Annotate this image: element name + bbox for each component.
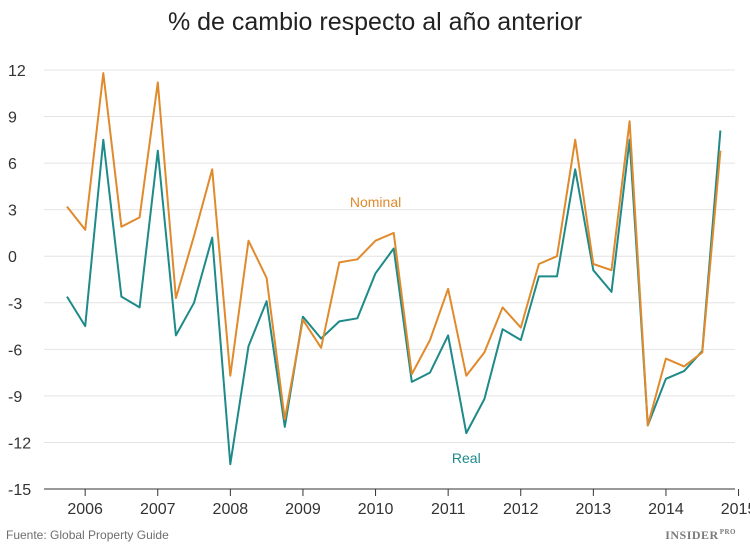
x-tick-label: 2006: [67, 501, 103, 518]
chart-title: % de cambio respecto al año anterior: [167, 8, 583, 36]
grid-lines: [44, 69, 735, 443]
x-tick-label: 2011: [431, 501, 466, 518]
x-tick-label: 2008: [213, 501, 249, 518]
y-tick-label: -15: [8, 482, 31, 499]
y-tick-label: 3: [8, 203, 17, 220]
x-tick-label: 2010: [358, 501, 394, 518]
series-label-real: Real: [452, 450, 481, 466]
series-line-real: [66, 130, 722, 466]
y-tick-labels: 12 9 6 3 0 -3 -6 -9 -12 -15: [8, 63, 31, 499]
x-tick-label: 2007: [140, 501, 176, 518]
brand-logo: INSIDERPRO: [665, 528, 736, 543]
y-tick-label: -6: [8, 342, 22, 359]
series-line-nominal: [66, 72, 722, 427]
x-tick-label: 2014: [648, 501, 684, 518]
y-tick-label: -9: [8, 389, 22, 406]
series-label-nominal: Nominal: [350, 194, 401, 210]
brand-suffix: PRO: [719, 528, 736, 536]
brand-name: INSIDER: [665, 528, 719, 542]
y-tick-label: 9: [8, 110, 17, 127]
x-axis: [44, 488, 740, 496]
y-tick-label: 12: [8, 63, 26, 80]
x-tick-label: 2015: [721, 501, 750, 518]
y-tick-label: -12: [8, 435, 31, 452]
x-tick-labels: 2006 2007 2008 2009 2010 2011 2012 2013 2014 2015: [67, 501, 750, 518]
series-lines: [66, 72, 722, 466]
y-tick-label: 6: [8, 156, 17, 173]
x-tick-label: 2012: [503, 501, 539, 518]
series-labels: Nominal Real: [350, 194, 481, 466]
x-tick-label: 2013: [576, 501, 612, 518]
source-note: Fuente: Global Property Guide: [6, 528, 169, 542]
y-tick-label: -3: [8, 296, 22, 313]
x-tick-label: 2009: [285, 501, 321, 518]
y-tick-label: 0: [8, 249, 17, 266]
